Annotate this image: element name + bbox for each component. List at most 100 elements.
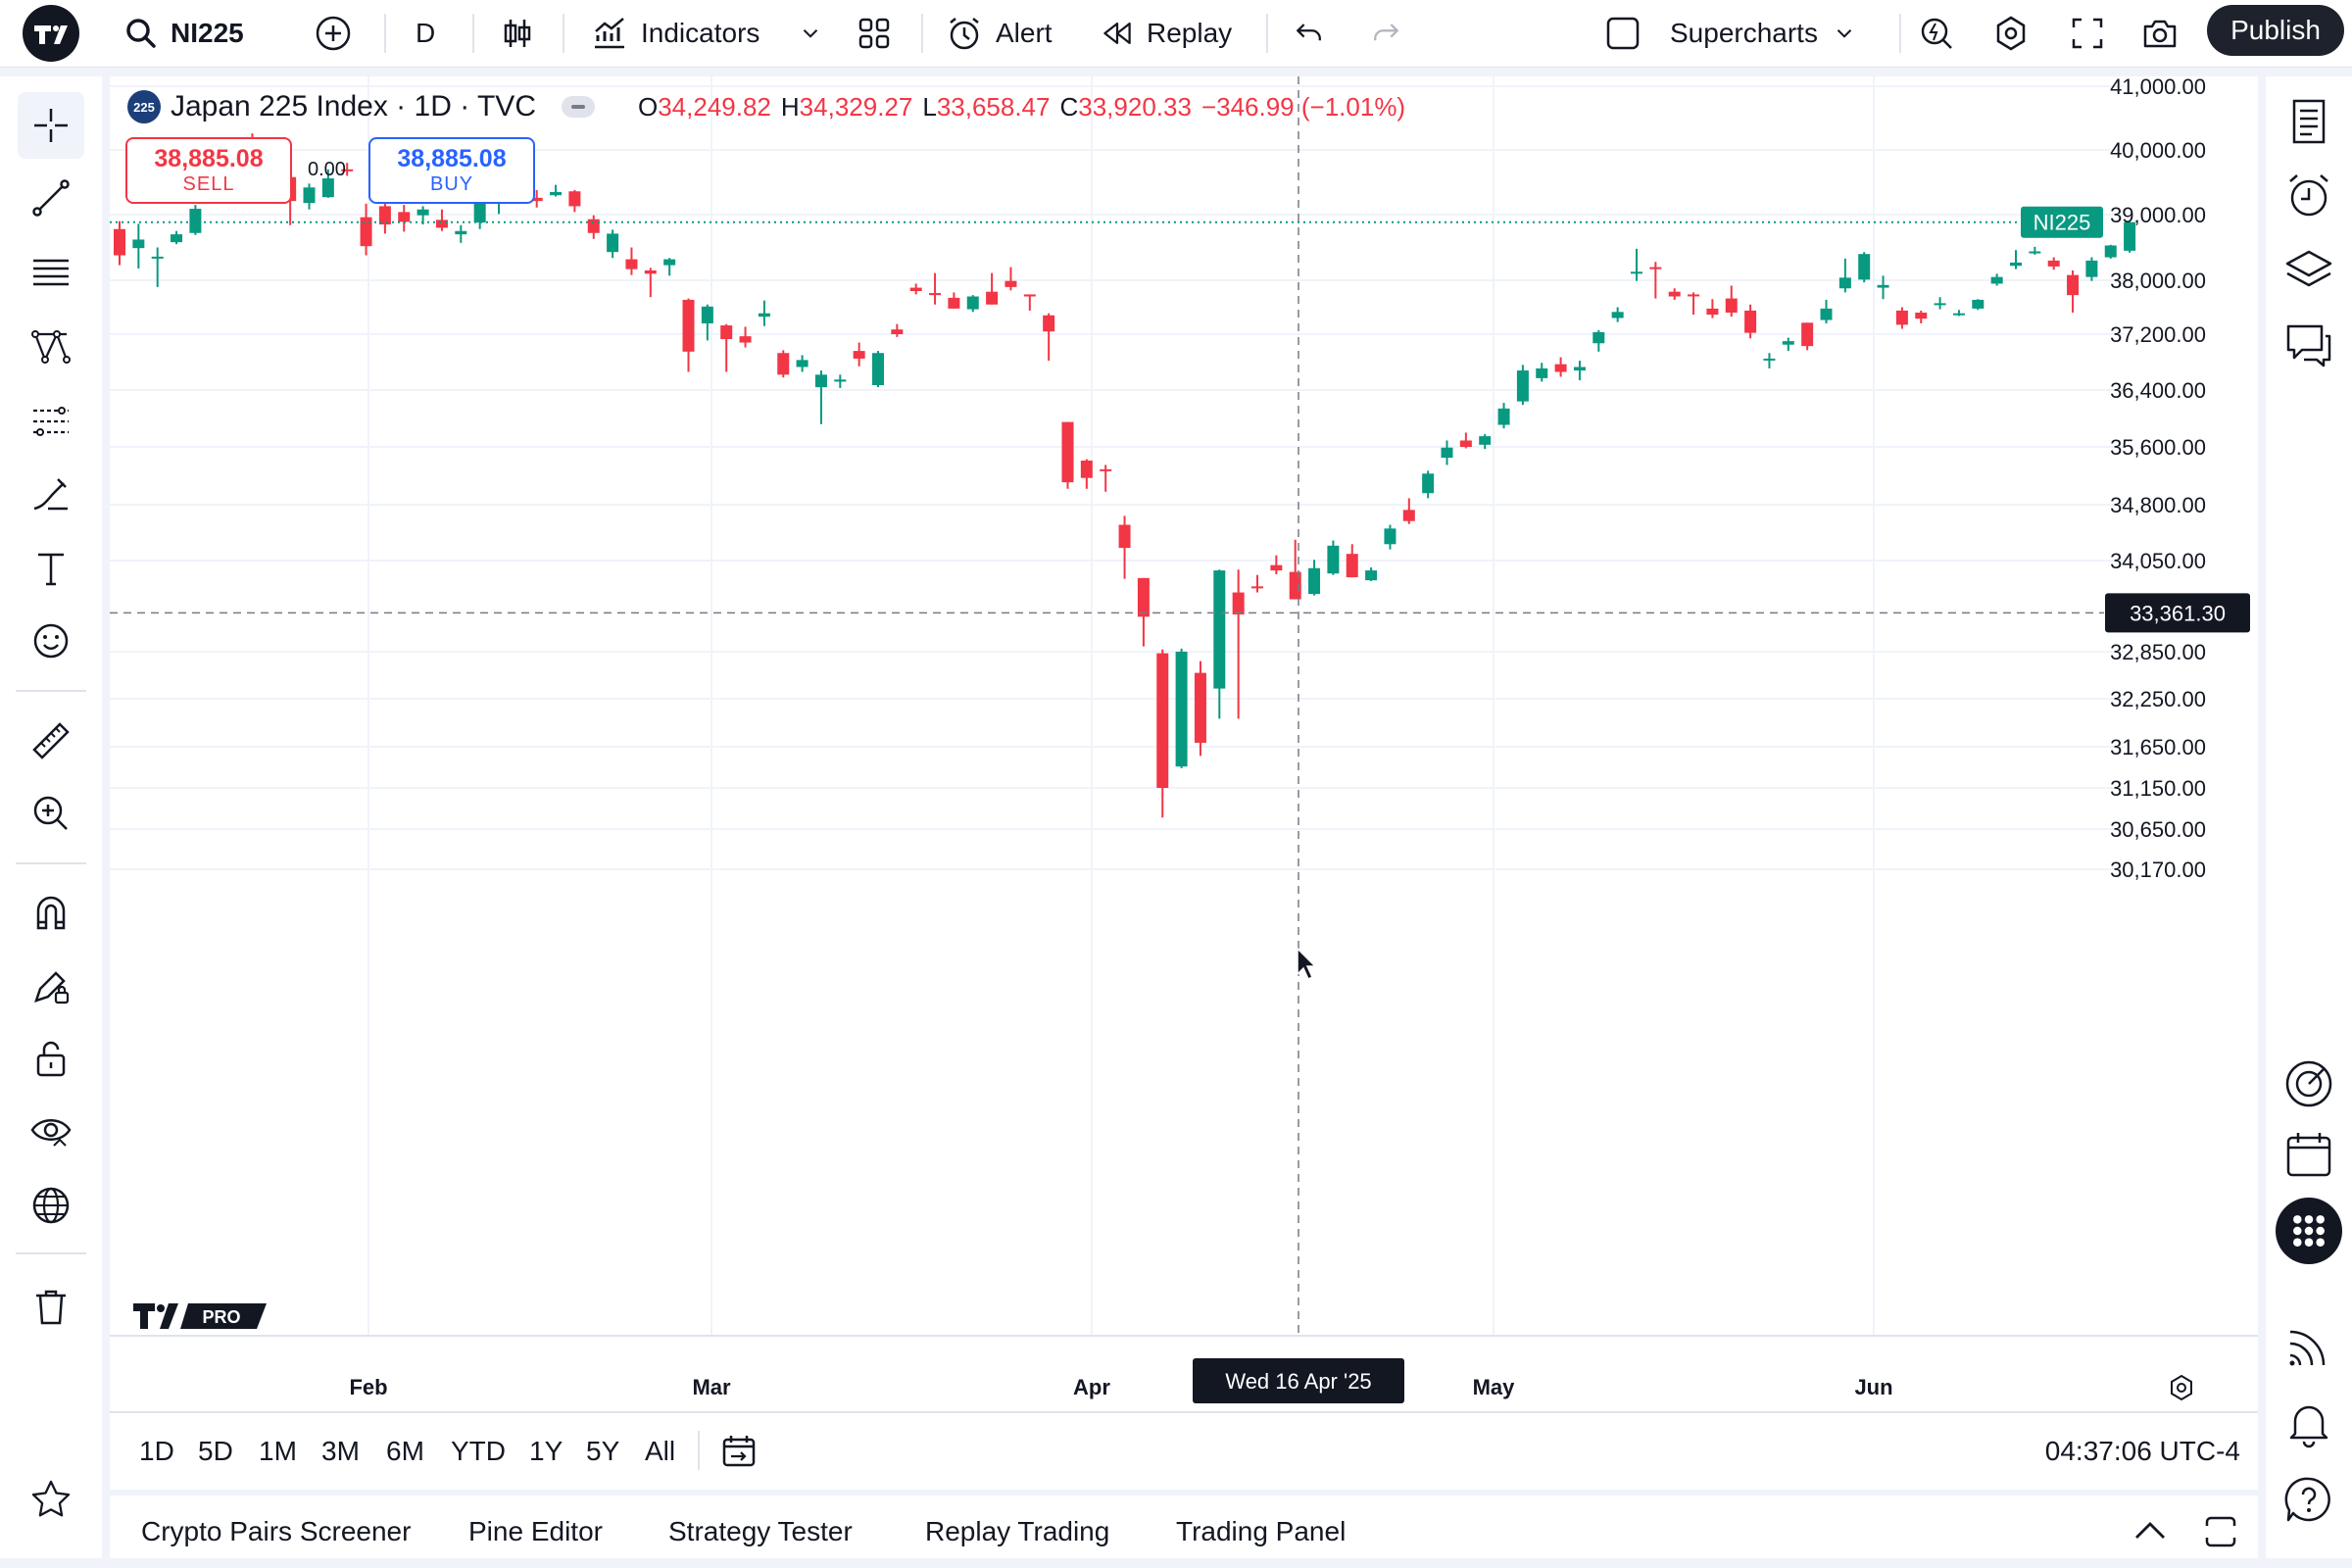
range-ytd[interactable]: YTD <box>451 1436 506 1466</box>
chats-button[interactable] <box>2276 312 2342 378</box>
chart-pane[interactable]: NI225 33,361.30 Wed 16 Apr '25 41,000.00 40… <box>110 76 2258 1411</box>
interval-button[interactable]: D <box>416 0 435 67</box>
candle-body <box>1801 322 1814 347</box>
indicators-label: Indicators <box>641 18 760 48</box>
watchlist-button[interactable] <box>2276 88 2342 155</box>
indicator-templates-dropdown[interactable] <box>798 0 823 67</box>
candle <box>587 215 600 239</box>
target-icon <box>2285 1060 2332 1107</box>
tab-replay-trading[interactable]: Replay Trading <box>925 1516 1110 1546</box>
candle-body <box>360 217 372 247</box>
layout-select[interactable]: Supercharts <box>1603 0 1857 67</box>
expand-panel-button[interactable] <box>2131 1495 2170 1568</box>
calendar-button[interactable] <box>2276 1121 2342 1188</box>
range-1d[interactable]: 1D <box>139 1436 174 1466</box>
forecasting-tool[interactable] <box>18 388 84 455</box>
text-tool[interactable] <box>18 535 84 602</box>
candle-body <box>701 306 713 323</box>
icons-tool[interactable] <box>18 608 84 674</box>
alerts-button[interactable] <box>2276 163 2342 229</box>
candle-body <box>1004 280 1017 287</box>
tab-pine-editor[interactable]: Pine Editor <box>468 1516 603 1546</box>
candle-body <box>948 297 960 309</box>
price-axis-label: 30,650.00 <box>2110 817 2206 842</box>
sell-button[interactable]: 38,885.08 SELL <box>125 137 292 204</box>
symbol-title[interactable]: Japan 225 Index · 1D · TVC <box>171 90 536 122</box>
indicators-button[interactable]: Indicators <box>590 0 760 67</box>
fullscreen-button[interactable] <box>2068 0 2107 67</box>
price-axis-label: 34,050.00 <box>2110 549 2206 573</box>
tab-crypto-pairs-screener[interactable]: Crypto Pairs Screener <box>141 1516 412 1546</box>
range-1m[interactable]: 1M <box>259 1436 297 1466</box>
news-stream-button[interactable] <box>2276 1313 2342 1380</box>
time-axis-label: Feb <box>349 1375 387 1399</box>
measure-tool[interactable] <box>18 708 84 774</box>
chart-type-button[interactable] <box>498 0 537 67</box>
range-5d[interactable]: 5D <box>198 1436 233 1466</box>
compare-symbol-button[interactable] <box>314 0 353 67</box>
candle-body <box>758 313 770 318</box>
magnet-mode-tool[interactable] <box>18 880 84 947</box>
candle-body <box>1820 308 1833 320</box>
range-all[interactable]: All <box>645 1436 676 1466</box>
lock-drawings-tool[interactable] <box>18 1025 84 1092</box>
range-6m[interactable]: 6M <box>386 1436 424 1466</box>
bell-icon <box>2289 1405 2328 1448</box>
tab-trading-panel[interactable]: Trading Panel <box>1176 1516 1347 1546</box>
pattern-tool[interactable] <box>18 314 84 380</box>
snapshot-button[interactable] <box>2140 0 2180 67</box>
candle <box>398 205 411 232</box>
trend-line-tool[interactable] <box>18 165 84 231</box>
settings-button[interactable] <box>1991 0 2031 67</box>
candle-body <box>1725 298 1738 313</box>
undo-button[interactable] <box>1292 0 1327 67</box>
unlock-icon <box>36 1041 66 1077</box>
maximize-panel-button[interactable] <box>2201 1495 2240 1568</box>
brush-tool[interactable] <box>18 461 84 527</box>
help-button[interactable] <box>2276 1466 2342 1533</box>
notifications-button[interactable] <box>2276 1390 2342 1456</box>
range-1y[interactable]: 1Y <box>529 1436 564 1466</box>
layouts-button[interactable] <box>855 0 894 67</box>
candle <box>341 163 354 176</box>
timezone-clock[interactable]: 04:37:06 UTC-4 <box>2044 1436 2240 1466</box>
stream-icon <box>2289 1330 2326 1366</box>
products-button[interactable] <box>2276 1198 2342 1264</box>
tab-strategy-tester[interactable]: Strategy Tester <box>668 1516 853 1546</box>
price-chart[interactable]: NI225 33,361.30 Wed 16 Apr '25 41,000.00 40… <box>110 76 2258 1411</box>
replay-button[interactable]: Replay <box>1100 0 1232 67</box>
crosshair-tool[interactable] <box>18 92 84 159</box>
candle-body <box>1232 592 1245 615</box>
range-3m[interactable]: 3M <box>321 1436 360 1466</box>
symbol-search[interactable]: NI225 <box>122 0 244 67</box>
redo-button[interactable] <box>1368 0 1403 67</box>
range-5y[interactable]: 5Y <box>586 1436 620 1466</box>
remove-drawings-tool[interactable] <box>18 1274 84 1341</box>
candle-body <box>720 325 733 339</box>
fib-retracement-tool[interactable] <box>18 239 84 306</box>
object-tree-tool[interactable] <box>18 1172 84 1239</box>
buy-button[interactable]: 38,885.08 BUY <box>368 137 535 204</box>
hide-series-toggle[interactable] <box>561 96 595 118</box>
candle-body <box>1915 313 1928 319</box>
hide-drawings-tool[interactable] <box>18 1098 84 1164</box>
tradingview-logo[interactable] <box>22 0 80 67</box>
sell-price: 38,885.08 <box>154 145 264 172</box>
brush-icon <box>33 478 68 511</box>
quick-search-button[interactable] <box>1917 0 1956 67</box>
favorites-tool[interactable] <box>18 1466 84 1533</box>
candle-body <box>834 379 847 382</box>
technicals-button[interactable] <box>2276 1051 2342 1117</box>
candle-body <box>1422 473 1435 494</box>
go-to-date-button[interactable] <box>719 1413 759 1490</box>
calendar-arrow-icon <box>722 1436 756 1467</box>
time-axis-label: May <box>1473 1375 1516 1399</box>
zoom-in-tool[interactable] <box>18 780 84 847</box>
object-tree-button[interactable] <box>2276 237 2342 304</box>
alert-button[interactable]: Alert <box>945 0 1053 67</box>
publish-button[interactable]: Publish <box>2207 5 2344 56</box>
price-axis-label: 40,000.00 <box>2110 138 2206 163</box>
stay-in-drawing-mode-tool[interactable] <box>18 953 84 1019</box>
price-axis-label: 41,000.00 <box>2110 76 2206 99</box>
candle-body <box>341 169 354 172</box>
